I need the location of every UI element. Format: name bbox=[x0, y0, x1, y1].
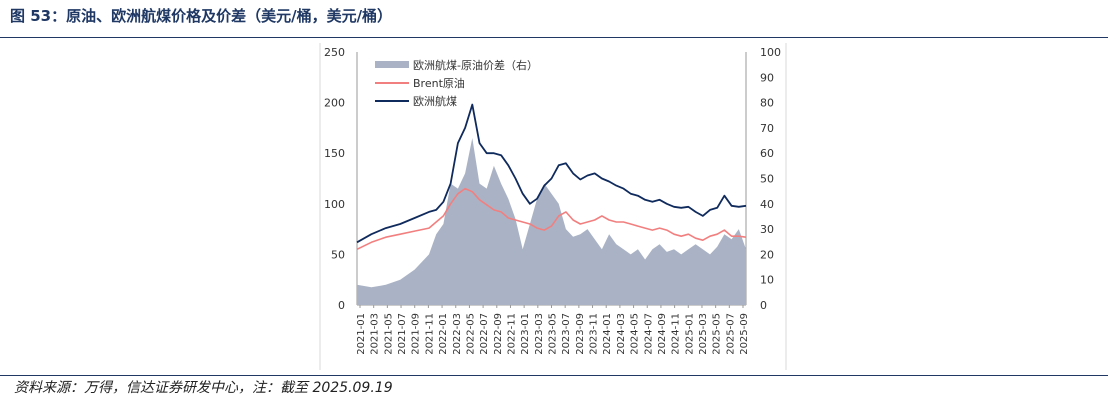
x-axis-tick-label: 2025-07 bbox=[725, 313, 736, 355]
x-axis-tick-label: 2024-05 bbox=[630, 313, 641, 355]
x-axis-tick-label: 2022-01 bbox=[438, 313, 449, 355]
x-axis-tick-label: 2025-09 bbox=[739, 313, 750, 355]
x-axis-tick-label: 2023-03 bbox=[534, 313, 545, 355]
x-axis-tick-label: 2025-01 bbox=[684, 313, 695, 355]
legend-swatch-spread bbox=[375, 61, 409, 68]
source-note: 资料来源：万得，信达证券研发中心，注：截至 2025.09.19 bbox=[14, 380, 393, 396]
x-axis-tick-label: 2024-01 bbox=[602, 313, 613, 355]
x-axis-tick-label: 2023-05 bbox=[548, 313, 559, 355]
series-area-jet-crude-spread bbox=[357, 138, 746, 305]
x-axis-tick-label: 2022-05 bbox=[465, 313, 476, 355]
chart-plot-area bbox=[356, 103, 747, 305]
legend-label: 欧洲航煤-原油价差（右） bbox=[413, 58, 538, 72]
x-axis-tick-label: 2021-07 bbox=[397, 313, 408, 355]
right-axis-tick-label: 40 bbox=[760, 198, 774, 211]
x-axis-tick-label: 2022-03 bbox=[452, 313, 463, 355]
right-axis-tick-label: 70 bbox=[760, 122, 774, 135]
x-axis-tick-label: 2023-01 bbox=[520, 313, 531, 355]
x-axis-tick-label: 2021-05 bbox=[383, 313, 394, 355]
left-axis-tick-label: 50 bbox=[331, 248, 345, 261]
right-axis-tick-label: 10 bbox=[760, 274, 774, 287]
series-line-europe-jet-fuel bbox=[356, 103, 747, 244]
left-axis-tick-label: 200 bbox=[324, 97, 345, 110]
x-axis-tick-label: 2021-09 bbox=[411, 313, 422, 355]
x-axis-tick-label: 2022-07 bbox=[479, 313, 490, 355]
x-axis-tick-label: 2024-11 bbox=[671, 313, 682, 355]
x-axis-tick-label: 2021-03 bbox=[370, 313, 381, 355]
series-line-brent bbox=[356, 187, 747, 251]
legend-label: Brent原油 bbox=[413, 76, 465, 90]
title-rule bbox=[0, 37, 1108, 38]
x-axis-tick-label: 2023-11 bbox=[589, 313, 600, 355]
right-axis-tick-label: 60 bbox=[760, 147, 774, 160]
source-rule bbox=[0, 375, 1108, 376]
right-axis-tick-label: 90 bbox=[760, 71, 774, 84]
x-axis-tick-label: 2022-11 bbox=[506, 313, 517, 355]
x-axis-tick-label: 2021-01 bbox=[356, 313, 367, 355]
x-axis-tick-label: 2024-07 bbox=[643, 313, 654, 355]
chart-axes: 0 50 100 150 200 250 0 10 20 30 40 50 60 70 80 90 100 202… bbox=[319, 43, 787, 370]
left-axis-tick-label: 250 bbox=[324, 46, 345, 59]
left-axis-tick-label: 150 bbox=[324, 147, 345, 160]
x-axis-tick-label: 2024-03 bbox=[616, 313, 627, 355]
x-axis-tick-label: 2025-03 bbox=[698, 313, 709, 355]
x-axis-tick-label: 2023-07 bbox=[561, 313, 572, 355]
left-axis-tick-label: 100 bbox=[324, 198, 345, 211]
x-axis-tick-label: 2021-11 bbox=[424, 313, 435, 355]
x-axis-tick-label: 2022-09 bbox=[493, 313, 504, 355]
right-axis-tick-label: 20 bbox=[760, 248, 774, 261]
legend-label: 欧洲航煤 bbox=[413, 94, 457, 108]
right-axis-tick-label: 0 bbox=[760, 299, 767, 312]
right-axis-tick-label: 80 bbox=[760, 97, 774, 110]
x-axis-tick-label: 2025-05 bbox=[712, 313, 723, 355]
right-axis-tick-label: 30 bbox=[760, 223, 774, 236]
right-axis-tick-label: 50 bbox=[760, 173, 774, 186]
x-axis-tick-label: 2024-09 bbox=[657, 313, 668, 355]
x-axis-tick-label: 2023-09 bbox=[575, 313, 586, 355]
right-axis-tick-label: 100 bbox=[760, 46, 781, 59]
figure-title: 图 53：原油、欧洲航煤价格及价差（美元/桶，美元/桶） bbox=[10, 7, 393, 25]
left-axis-tick-label: 0 bbox=[338, 299, 345, 312]
